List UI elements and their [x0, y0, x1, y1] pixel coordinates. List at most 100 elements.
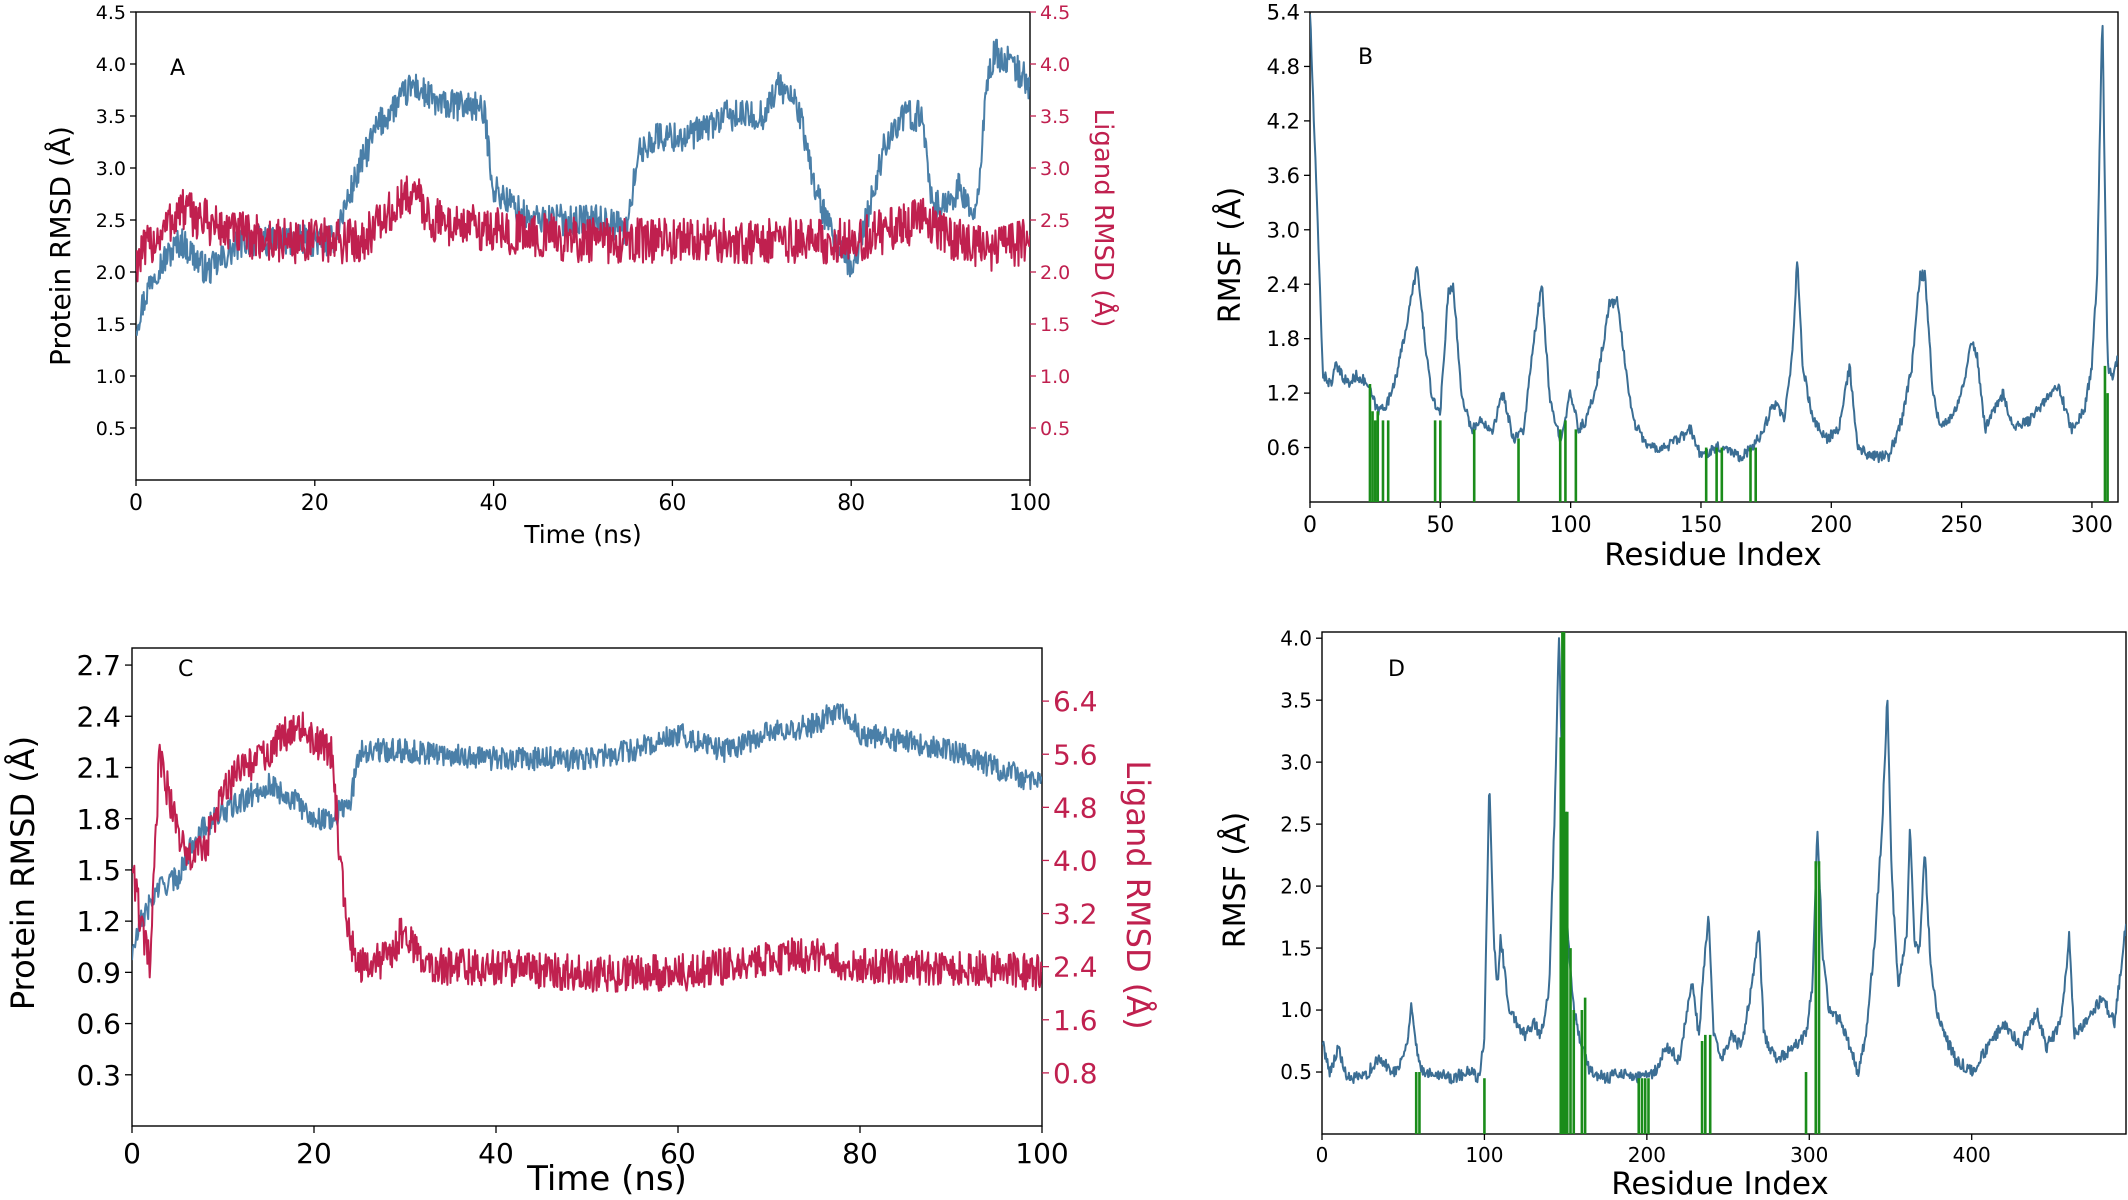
- panel-c-y-right-tick-label: 0.8: [1053, 1057, 1098, 1090]
- panel-d-y-tick-label: 0.5: [1280, 1060, 1312, 1084]
- panel-b-contacts: [1368, 365, 2109, 502]
- panel-a-y-right-tick-label: 4.5: [1040, 2, 1070, 24]
- panel-d-y-tick-label: 1.5: [1280, 936, 1312, 960]
- panel-d-ylabel-left: RMSF (Å): [1217, 812, 1253, 949]
- panel-c-series: [132, 703, 1042, 993]
- panel-c-x-ticks: 0 20 40 60 80 100: [123, 1126, 1069, 1170]
- panel-a-xlabel: Time (ns): [523, 520, 642, 549]
- panel-b-ylabel-left: RMSF (Å): [1212, 187, 1248, 324]
- panel-b-y-tick-label: 3.0: [1267, 218, 1300, 242]
- panel-c-y-ticks-left: 0.3 0.6 0.9 1.2 1.5 1.8 2.1 2.4 2.7: [76, 649, 132, 1092]
- panel-a-y-right-tick-label: 4.0: [1040, 54, 1070, 76]
- panel-c-x-tick-label: 80: [842, 1137, 878, 1170]
- panel-c-ylabel-right: Ligand RMSD (Å): [1119, 760, 1157, 1029]
- panel-b-x-tick-label: 50: [1426, 513, 1454, 538]
- panel-d-x-tick-label: 100: [1465, 1143, 1503, 1167]
- panel-c-y-tick-label: 1.5: [76, 854, 121, 887]
- panel-b-y-ticks-left: 0.6 1.2 1.8 2.4 3.0 3.6 4.2 4.8 5.4: [1267, 1, 1310, 460]
- panel-a-y-tick-label: 0.5: [96, 418, 126, 440]
- panel-c-label: C: [178, 657, 193, 682]
- panel-d-x-ticks: 0 100 200 300 400: [1316, 1134, 1991, 1167]
- panel-a-y-right-tick-label: 1.0: [1040, 366, 1070, 388]
- panel-b-y-tick-label: 5.4: [1267, 1, 1300, 25]
- panel-d-y-tick-label: 1.0: [1280, 998, 1312, 1022]
- panel-d-label: D: [1388, 657, 1405, 682]
- panel-a-x-tick-label: 40: [480, 491, 508, 516]
- panel-d-plot-frame: [1321, 631, 2127, 1135]
- panel-a-x-tick-label: 60: [658, 491, 686, 516]
- panel-a-series: [136, 38, 1030, 336]
- panel-a-y-right-tick-label: 2.0: [1040, 262, 1070, 284]
- panel-c-xlabel: Time (ns): [526, 1159, 687, 1199]
- panel-d-y-tick-label: 2.5: [1280, 812, 1312, 836]
- panel-c-x-tick-label: 100: [1015, 1137, 1068, 1170]
- panel-a-y-tick-label: 2.0: [96, 262, 126, 284]
- panel-a-y-right-tick-label: 1.5: [1040, 314, 1070, 336]
- panel-d-contacts: [1414, 632, 1821, 1134]
- panel-b-y-tick-label: 3.6: [1267, 164, 1300, 188]
- panel-b-y-tick-label: 1.2: [1267, 382, 1300, 406]
- panel-a-y-right-tick-label: 3.5: [1040, 106, 1070, 128]
- panel-b-xlabel: Residue Index: [1604, 537, 1822, 573]
- panel-d: 0 100 200 300 400 0.5 1.0 1.5 2.0 2.5 3.0 3.5 4.0 D…: [1217, 626, 2127, 1200]
- panel-d-x-tick-label: 300: [1790, 1143, 1828, 1167]
- panel-a-y-ticks-left: 0.5 1.0 1.5 2.0 2.5 3.0 3.5 4.0 4.5: [96, 2, 136, 440]
- panel-b-series-protein-line: [1310, 14, 2118, 464]
- panel-d-y-tick-label: 3.0: [1280, 750, 1312, 774]
- panel-a-series-ligand-line: [136, 175, 1030, 283]
- panel-c-y-ticks-right: 0.8 1.6 2.4 3.2 4.0 4.8 5.6 6.4: [1042, 685, 1098, 1090]
- panel-c-y-tick-label: 2.7: [76, 649, 121, 682]
- panel-d-y-ticks-left: 0.5 1.0 1.5 2.0 2.5 3.0 3.5 4.0: [1280, 626, 1322, 1084]
- panel-b-y-tick-label: 4.8: [1267, 55, 1300, 79]
- panel-a-x-tick-label: 100: [1009, 491, 1051, 516]
- panel-c-x-tick-label: 40: [478, 1137, 514, 1170]
- panel-a-ylabel-right: Ligand RMSD (Å): [1088, 109, 1120, 328]
- panel-c-y-tick-label: 2.1: [76, 752, 121, 785]
- panel-a-y-tick-label: 2.5: [96, 210, 126, 232]
- panel-b-x-tick-label: 0: [1303, 513, 1317, 538]
- panel-b-x-tick-label: 250: [1941, 513, 1983, 538]
- panel-a-series-protein-line: [136, 38, 1030, 336]
- panel-b-y-tick-label: 4.2: [1267, 109, 1300, 133]
- panel-c-y-right-tick-label: 5.6: [1053, 738, 1098, 771]
- panel-d-series: [1322, 637, 2126, 1085]
- panel-a-x-tick-label: 20: [301, 491, 329, 516]
- panel-a-x-tick-label: 0: [129, 491, 143, 516]
- panel-c-y-right-tick-label: 1.6: [1053, 1004, 1098, 1037]
- panel-a-y-right-tick-label: 3.0: [1040, 158, 1070, 180]
- panel-c-x-tick-label: 60: [660, 1137, 696, 1170]
- panel-d-x-tick-label: 0: [1316, 1143, 1329, 1167]
- panel-c: 0 20 40 60 80 100 0.3 0.6 0.9 1.2 1.5 1.8 2.1 2.4 2.7…: [4, 647, 1157, 1199]
- panel-b: 0 50 100 150 200 250 300 0.6 1.2 1.8 2.4 3.0 3.6 4.2…: [1212, 1, 2119, 573]
- panel-c-ylabel-left: Protein RMSD (Å): [4, 736, 42, 1010]
- panel-b-y-tick-label: 1.8: [1267, 327, 1300, 351]
- panel-c-y-tick-label: 0.3: [76, 1059, 121, 1092]
- panel-a-y-right-tick-label: 0.5: [1040, 418, 1070, 440]
- panel-b-x-tick-label: 100: [1550, 513, 1592, 538]
- panel-c-y-tick-label: 2.4: [76, 700, 121, 733]
- panel-a-x-tick-label: 80: [837, 491, 865, 516]
- panel-c-y-tick-label: 1.2: [76, 905, 121, 938]
- panel-a-y-tick-label: 4.0: [96, 54, 126, 76]
- panel-a-y-tick-label: 3.5: [96, 106, 126, 128]
- panel-c-x-tick-label: 0: [123, 1137, 141, 1170]
- panel-b-label: B: [1358, 45, 1373, 70]
- panel-a-y-tick-label: 1.0: [96, 366, 126, 388]
- panel-c-series-ligand-line: [132, 711, 1042, 993]
- panel-d-y-tick-label: 2.0: [1280, 874, 1312, 898]
- panel-a-ylabel-left: Protein RMSD (Å): [43, 126, 77, 366]
- panel-c-y-tick-label: 0.9: [76, 956, 121, 989]
- panel-b-y-tick-label: 2.4: [1267, 273, 1300, 297]
- panel-c-y-right-tick-label: 4.8: [1053, 791, 1098, 824]
- panel-b-y-tick-label: 0.6: [1267, 436, 1300, 460]
- panel-a-y-tick-label: 1.5: [96, 314, 126, 336]
- panel-a-y-tick-label: 3.0: [96, 158, 126, 180]
- panel-c-y-right-tick-label: 4.0: [1053, 845, 1098, 878]
- panel-c-y-right-tick-label: 3.2: [1053, 898, 1098, 931]
- panel-a-y-tick-label: 4.5: [96, 2, 126, 24]
- panel-d-x-tick-label: 200: [1628, 1143, 1666, 1167]
- panel-a-label: A: [170, 56, 185, 81]
- panel-c-y-tick-label: 1.8: [76, 803, 121, 836]
- panel-b-plot-frame: [1309, 11, 2119, 503]
